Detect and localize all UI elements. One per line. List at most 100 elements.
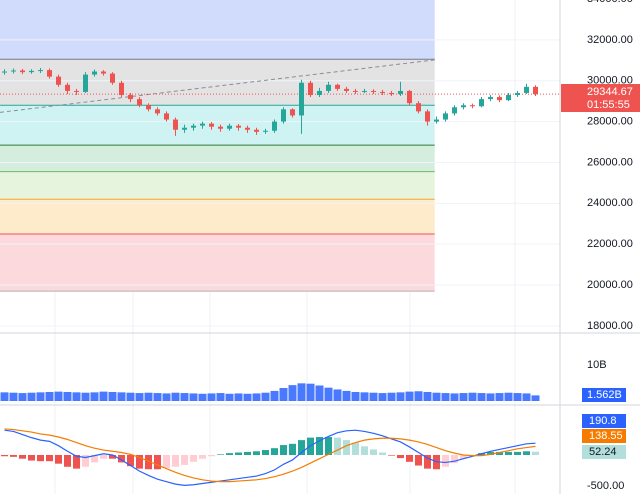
histogram-bar xyxy=(343,440,350,455)
last-price: 29344.67 xyxy=(587,86,633,98)
candle-body xyxy=(137,99,142,106)
candle-body xyxy=(353,90,358,92)
candle-body xyxy=(155,109,160,114)
candle-body xyxy=(200,123,205,126)
histogram-bar xyxy=(370,449,377,455)
volume-bar xyxy=(270,390,279,401)
histogram-bar xyxy=(334,437,341,455)
histogram-bar xyxy=(289,443,296,455)
volume-bar xyxy=(27,392,36,401)
candle-body xyxy=(290,109,295,116)
volume-bar xyxy=(261,392,270,401)
histogram-bar xyxy=(28,454,35,461)
histogram-bar xyxy=(217,454,224,455)
candle-body xyxy=(497,97,502,101)
volume-bar xyxy=(117,392,126,401)
histogram-bar xyxy=(388,454,395,456)
fib-band xyxy=(0,199,435,234)
y-tick-label: 34000.00 xyxy=(587,0,633,5)
candle-body xyxy=(65,84,70,91)
volume-box xyxy=(582,388,626,402)
volume-bar xyxy=(135,393,144,401)
volume-bar xyxy=(441,393,450,401)
y-tick-label: 20000.00 xyxy=(587,279,633,291)
macd-line xyxy=(4,429,536,486)
fib-band xyxy=(0,233,435,292)
candle-body xyxy=(146,105,151,110)
histogram-bar xyxy=(127,454,134,467)
candle-body xyxy=(263,130,268,132)
volume-bar xyxy=(90,392,99,401)
histogram-bar xyxy=(136,454,143,469)
histogram-bar xyxy=(91,454,98,463)
candle-body xyxy=(299,82,304,116)
volume-bar xyxy=(252,393,261,401)
price-box xyxy=(561,84,640,112)
candle-body xyxy=(434,119,439,122)
fib-band xyxy=(0,171,435,200)
volume-bar xyxy=(405,391,414,401)
y-tick-label: 26000.00 xyxy=(587,156,633,168)
histogram-bar xyxy=(235,452,242,455)
volume-bar xyxy=(378,393,387,401)
volume-bar xyxy=(153,393,162,401)
volume-bar xyxy=(486,393,495,401)
candle-body xyxy=(398,90,403,94)
candle-body xyxy=(308,82,313,96)
y-tick-label: 10B xyxy=(587,359,607,371)
volume-last-label: 1.562B xyxy=(587,389,622,401)
candle-body xyxy=(272,121,277,131)
candle-body xyxy=(443,113,448,120)
histogram-bar xyxy=(352,442,359,455)
candle-body xyxy=(452,107,457,114)
volume-bar xyxy=(198,393,207,401)
candle-body xyxy=(191,125,196,128)
volume-bar xyxy=(450,393,459,401)
histogram-bar xyxy=(208,454,215,457)
volume-bar xyxy=(315,385,324,401)
candle-body xyxy=(344,88,349,91)
histogram-bar xyxy=(442,454,449,467)
value-box xyxy=(582,429,626,443)
histogram-bar xyxy=(100,454,107,459)
trend-line xyxy=(0,59,435,113)
histogram-bar xyxy=(397,454,404,459)
countdown: 01:55:55 xyxy=(587,99,630,111)
histogram-bar xyxy=(46,454,53,462)
histogram-bar xyxy=(10,454,17,457)
volume-bar xyxy=(513,393,522,401)
y-tick-label: -500.00 xyxy=(587,480,624,492)
fib-band xyxy=(0,59,435,106)
histogram-bar xyxy=(181,454,188,465)
candle-body xyxy=(407,90,412,104)
candle-body xyxy=(92,71,97,75)
y-tick-label: 18000.00 xyxy=(587,320,633,332)
value-box xyxy=(582,445,626,459)
volume-bar xyxy=(324,387,333,401)
histogram-bar xyxy=(253,451,260,455)
candle-body xyxy=(227,125,232,129)
candle-body xyxy=(335,84,340,89)
value-box-label: 190.8 xyxy=(589,415,617,427)
volume-bar xyxy=(225,393,234,401)
fib-band xyxy=(0,105,435,146)
candle-body xyxy=(245,127,250,130)
volume-bar xyxy=(522,393,531,401)
histogram-bar xyxy=(505,451,512,455)
volume-bar xyxy=(342,390,351,401)
fib-band xyxy=(0,0,435,60)
volume-bar xyxy=(279,388,288,401)
histogram-bar xyxy=(37,454,44,462)
volume-bar xyxy=(9,392,18,401)
histogram-bar xyxy=(19,454,26,459)
candle-body xyxy=(47,70,52,77)
candle-body xyxy=(164,113,169,120)
volume-bar xyxy=(531,395,540,401)
volume-bar xyxy=(369,392,378,401)
candle-body xyxy=(101,71,106,74)
volume-bar xyxy=(81,392,90,401)
candle-body xyxy=(38,70,43,72)
histogram-bar xyxy=(316,437,323,455)
histogram-bar xyxy=(451,454,458,464)
